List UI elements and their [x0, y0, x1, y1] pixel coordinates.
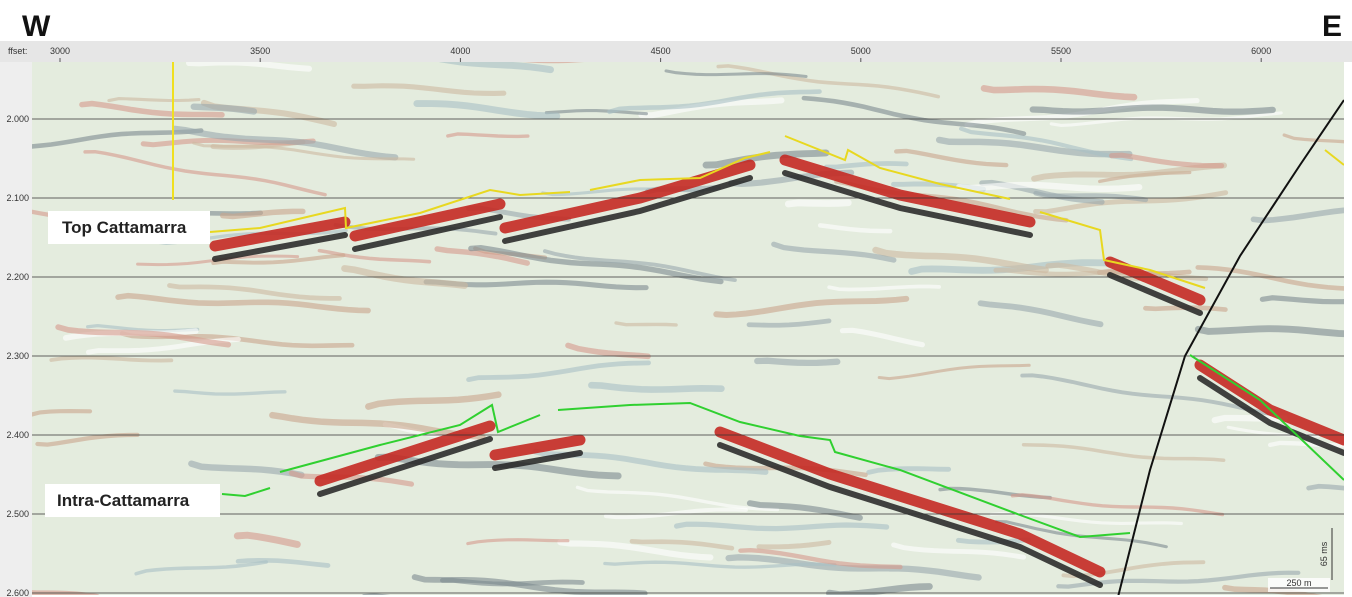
- y-tick-label: 2.600: [6, 588, 29, 597]
- y-tick-label: 2.500: [6, 509, 29, 519]
- x-tick-label: 5500: [1051, 46, 1071, 56]
- texture-stroke: [959, 185, 1139, 189]
- east-label: E: [1322, 10, 1342, 43]
- x-tick-label: 5000: [851, 46, 871, 56]
- y-tick-label: 2.300: [6, 351, 29, 361]
- y-tick-label: 2.000: [6, 114, 29, 124]
- y-tick-label: 2.100: [6, 193, 29, 203]
- x-axis-band: [0, 41, 1352, 62]
- texture-stroke: [788, 203, 848, 204]
- texture-stroke: [616, 323, 676, 325]
- seismic-section: W E ffset: Top Cattamarra Intra-Cattamar…: [0, 0, 1352, 597]
- west-label: W: [22, 10, 51, 43]
- y-tick-label: 2.200: [6, 272, 29, 282]
- scale-label: 65 ms: [1319, 541, 1329, 566]
- scale-label: 250 m: [1286, 578, 1311, 588]
- x-tick-label: 6000: [1251, 46, 1271, 56]
- horizon-label: Intra-Cattamarra: [57, 491, 190, 510]
- offset-label: ffset:: [8, 46, 27, 56]
- x-tick-label: 3000: [50, 46, 70, 56]
- texture-stroke: [757, 361, 837, 363]
- x-tick-label: 4500: [651, 46, 671, 56]
- x-tick-label: 3500: [250, 46, 270, 56]
- horizon-label: Top Cattamarra: [62, 218, 187, 237]
- texture-stroke: [1215, 418, 1285, 420]
- texture-stroke: [27, 593, 97, 597]
- y-tick-label: 2.400: [6, 430, 29, 440]
- x-tick-label: 4000: [450, 46, 470, 56]
